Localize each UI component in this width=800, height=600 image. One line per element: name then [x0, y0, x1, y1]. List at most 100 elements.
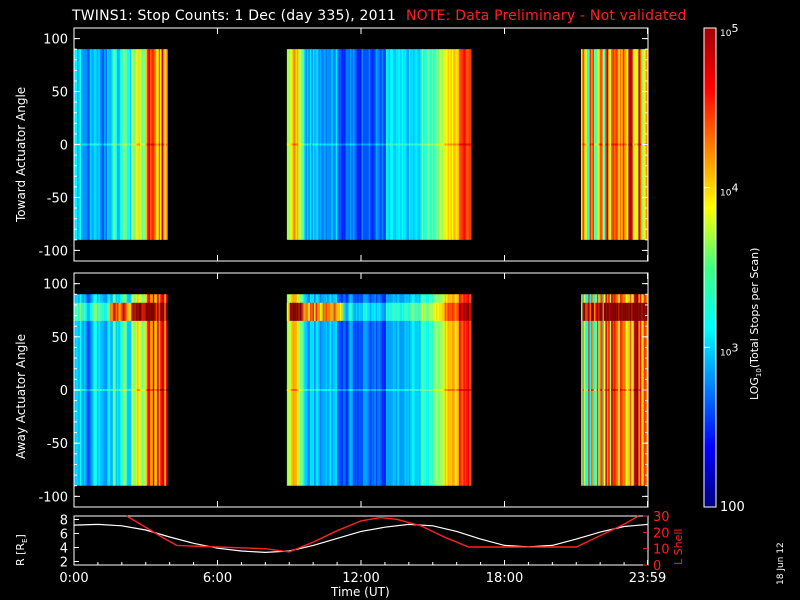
heatmap-cell [624, 302, 626, 321]
heatmap-cell [624, 143, 626, 146]
colorbar-tick-label: 100 [720, 500, 745, 515]
heatmap-cell [318, 389, 321, 391]
heatmap-cell [629, 143, 632, 146]
heatmap-cell [316, 389, 319, 391]
heatmap-cell [95, 302, 98, 321]
heatmap-cell [342, 389, 345, 391]
heatmap-cell [632, 389, 635, 391]
heatmap-block-1 [286, 49, 472, 240]
heatmap-cell [132, 389, 135, 391]
heatmap-cell [308, 302, 311, 321]
heatmap-cell [387, 143, 390, 146]
heatmap-cell [456, 302, 459, 321]
heatmap-cell [593, 302, 596, 321]
heatmap-cell [91, 389, 94, 391]
heatmap-cell [619, 143, 622, 146]
heatmap-cell [360, 302, 362, 321]
heatmap-cell [84, 302, 86, 321]
heatmap-cell [378, 302, 381, 321]
heatmap-cell [420, 143, 423, 146]
x-axis-label: Time (UT) [331, 585, 390, 599]
heatmap-cell [128, 302, 131, 321]
heatmap-cell [147, 389, 150, 391]
heatmap-cell [453, 143, 456, 146]
heatmap-cell [383, 389, 385, 391]
heatmap-cell [296, 302, 299, 321]
heatmap-cell [616, 389, 619, 391]
heatmap-cell [424, 143, 427, 146]
heatmap-cell [354, 389, 357, 391]
heatmap-cell [111, 389, 114, 391]
heatmap-cell [324, 143, 327, 146]
heatmap-cell [374, 302, 377, 321]
heatmap-cell [381, 143, 384, 146]
heatmap-cell [309, 143, 312, 146]
heatmap-cell [95, 143, 98, 146]
heatmap-cell [322, 302, 325, 321]
heatmap-cell [599, 389, 602, 391]
heatmap-cell [315, 389, 318, 391]
heatmap-cell [609, 389, 612, 391]
heatmap-cell [81, 302, 84, 321]
heatmap-cell [586, 302, 589, 321]
heatmap-cell [160, 302, 162, 321]
heatmap-cell [431, 143, 434, 146]
heatmap-cell [414, 143, 417, 146]
heatmap-cell [299, 143, 302, 146]
heatmap-cell [114, 302, 117, 321]
heatmap-cell [137, 302, 139, 321]
heatmap-cell [384, 143, 387, 146]
y-tick-label: -50 [47, 191, 68, 206]
heatmap-cell [125, 143, 128, 146]
heatmap-cell [592, 302, 595, 321]
heatmap-cell [637, 143, 639, 146]
heatmap-cell [631, 143, 634, 146]
heatmap-cell [606, 389, 609, 391]
heatmap-cell [82, 389, 85, 391]
heatmap-cell [410, 302, 413, 321]
heatmap-cell [118, 302, 121, 321]
heatmap-cell [621, 302, 624, 321]
heatmap-cell [585, 389, 588, 391]
heatmap-cell [438, 302, 441, 321]
r-tick-label: 8 [60, 514, 68, 529]
heatmap-cell [371, 302, 374, 321]
x-tick-label: 0:00 [59, 571, 88, 586]
heatmap-cell [625, 143, 628, 146]
heatmap-cell [302, 302, 305, 321]
heatmap-cell [405, 143, 408, 146]
heatmap-cell [92, 389, 95, 391]
heatmap-cell [161, 389, 164, 391]
heatmap-cell [377, 302, 380, 321]
heatmap-cell [341, 143, 344, 146]
heatmap-cell [79, 302, 82, 321]
heatmap-cell [305, 302, 308, 321]
x-tick-label: 18:00 [486, 571, 523, 586]
heatmap-cell [466, 302, 469, 321]
heatmap-cell [583, 302, 586, 321]
heatmap-cell [443, 302, 446, 321]
heatmap-cell [388, 389, 391, 391]
y-tick-label: -50 [47, 437, 68, 452]
heatmap-cell [334, 389, 337, 391]
heatmap-cell [138, 143, 141, 146]
heatmap-cell [438, 143, 441, 146]
heatmap-cell [302, 389, 305, 391]
heatmap-cell [405, 302, 408, 321]
heatmap-cell [327, 143, 329, 146]
heatmap-cell [125, 302, 128, 321]
heatmap-cell [390, 389, 393, 391]
heatmap-cell [362, 389, 365, 391]
heatmap-cell [591, 143, 593, 146]
heatmap-cell [321, 389, 324, 391]
heatmap-cell [134, 143, 137, 146]
heatmap-cell [466, 389, 469, 391]
heatmap-cell [331, 302, 334, 321]
heatmap-cell [98, 389, 101, 391]
heatmap-cell [407, 143, 410, 146]
heatmap-cell [345, 143, 348, 146]
heatmap-cell [358, 389, 361, 391]
heatmap-cell [426, 143, 428, 146]
heatmap-cell [357, 143, 360, 146]
heatmap-cell [114, 389, 117, 391]
